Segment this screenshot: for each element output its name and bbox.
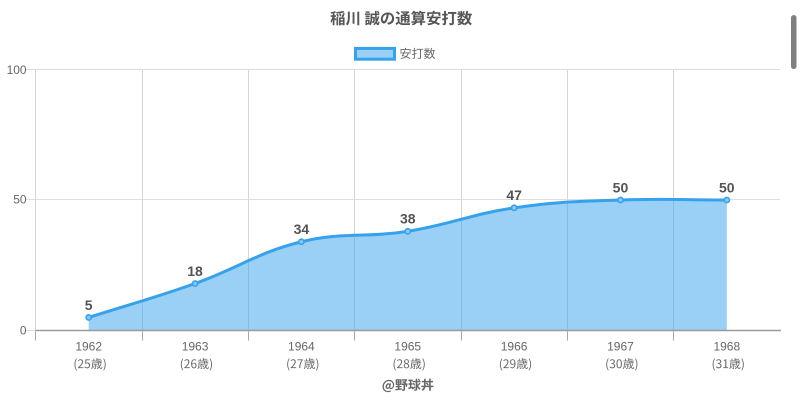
svg-text:1967: 1967 <box>607 339 634 353</box>
svg-text:47: 47 <box>506 187 522 203</box>
svg-text:5: 5 <box>85 297 93 313</box>
svg-text:1964: 1964 <box>288 339 315 353</box>
svg-text:1965: 1965 <box>394 339 421 353</box>
svg-text:100: 100 <box>7 63 27 77</box>
svg-text:50: 50 <box>719 179 735 195</box>
svg-text:1968: 1968 <box>713 339 740 353</box>
svg-text:1962: 1962 <box>75 339 102 353</box>
svg-text:34: 34 <box>294 221 310 237</box>
svg-text:18: 18 <box>187 263 203 279</box>
svg-text:50: 50 <box>13 193 27 207</box>
svg-text:38: 38 <box>400 211 416 227</box>
svg-text:50: 50 <box>613 179 629 195</box>
svg-text:1963: 1963 <box>182 339 209 353</box>
svg-text:1966: 1966 <box>501 339 528 353</box>
svg-text:0: 0 <box>20 323 27 337</box>
